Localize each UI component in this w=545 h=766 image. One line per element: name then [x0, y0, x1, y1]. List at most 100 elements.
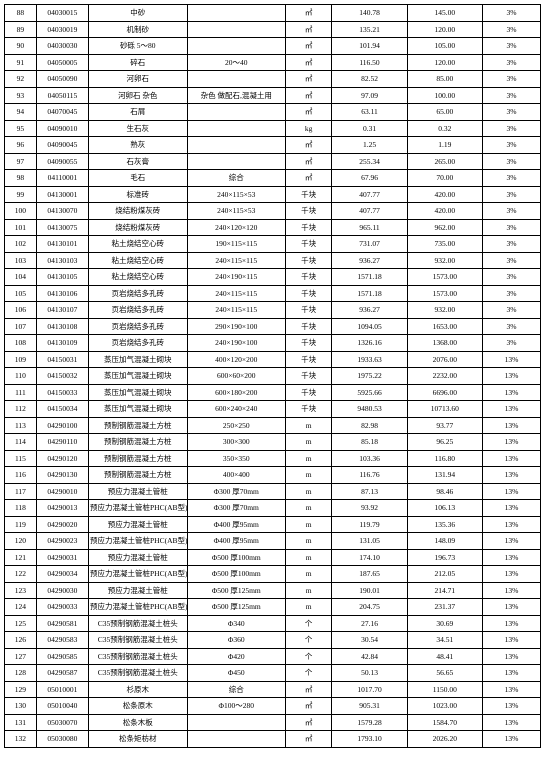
table-cell: 1793.10	[332, 731, 407, 748]
table-cell: 129	[5, 681, 37, 698]
table-cell: 13%	[483, 665, 541, 682]
table-cell: 04150034	[36, 401, 88, 418]
table-cell: 04290023	[36, 533, 88, 550]
table-cell: Φ400 厚95mm	[187, 533, 286, 550]
table-cell: 240×190×115	[187, 269, 286, 286]
table-cell: 3%	[483, 54, 541, 71]
table-cell: 124	[5, 599, 37, 616]
table-cell: 预应力混凝土管桩	[89, 582, 188, 599]
table-cell: 04030015	[36, 5, 88, 22]
table-cell: 千块	[286, 252, 332, 269]
table-cell: 400×400	[187, 467, 286, 484]
table-cell: 27.16	[332, 615, 407, 632]
table-cell: 3%	[483, 318, 541, 335]
table-cell: 13%	[483, 401, 541, 418]
table-cell: 106.13	[407, 500, 482, 517]
table-cell: 104	[5, 269, 37, 286]
table-cell: 107	[5, 318, 37, 335]
table-cell: 119	[5, 516, 37, 533]
table-cell: 毛石	[89, 170, 188, 187]
table-row: 11304290100预制钢筋混凝土方桩250×250m82.9893.7713…	[5, 417, 541, 434]
table-body: 8804030015中砂㎡140.78145.003%8904030019机制砂…	[5, 5, 541, 748]
table-cell: 121	[5, 549, 37, 566]
table-row: 10204130101粘土烧结空心砖190×115×115千块731.07735…	[5, 236, 541, 253]
table-cell: 个	[286, 648, 332, 665]
table-cell: 预应力混凝土管桩PHC(AB型)	[89, 500, 188, 517]
table-cell: m	[286, 434, 332, 451]
table-cell: 预应力混凝土管桩	[89, 516, 188, 533]
table-cell: Φ450	[187, 665, 286, 682]
table-cell: 50.13	[332, 665, 407, 682]
table-cell: 30.54	[332, 632, 407, 649]
table-cell: 04110001	[36, 170, 88, 187]
table-row: 12804290587C35预制钢筋混凝土桩头Φ450个50.1356.6513…	[5, 665, 541, 682]
table-cell: 290×190×100	[187, 318, 286, 335]
table-cell: 962.00	[407, 219, 482, 236]
table-cell: 128	[5, 665, 37, 682]
table-cell: 3%	[483, 203, 541, 220]
table-row: 9404070045石屑㎡63.1165.003%	[5, 104, 541, 121]
table-cell: 13%	[483, 698, 541, 715]
table-row: 9204050090河卵石㎡82.5285.003%	[5, 71, 541, 88]
table-cell: 67.96	[332, 170, 407, 187]
table-cell: 04130103	[36, 252, 88, 269]
table-cell: 63.11	[332, 104, 407, 121]
table-cell: Φ500 厚125mm	[187, 599, 286, 616]
table-cell: 页岩烧结多孔砖	[89, 318, 188, 335]
table-cell: 04030019	[36, 21, 88, 38]
table-cell: 05010040	[36, 698, 88, 715]
table-cell: 3%	[483, 21, 541, 38]
table-row: 11004150032蒸压加气混凝土砌块600×60×200千块1975.222…	[5, 368, 541, 385]
table-cell: 3%	[483, 137, 541, 154]
table-cell: 1584.70	[407, 714, 482, 731]
table-cell: 3%	[483, 5, 541, 22]
table-row: 10604130107页岩烧结多孔砖240×115×115千块936.27932…	[5, 302, 541, 319]
table-cell: 04130108	[36, 318, 88, 335]
table-cell: 05010001	[36, 681, 88, 698]
table-cell: 96.25	[407, 434, 482, 451]
table-row: 11904290020预应力混凝土管桩Φ400 厚95mmm119.79135.…	[5, 516, 541, 533]
table-row: 9304050115河卵石 杂色杂色 做配石,混凝土用㎡97.09100.003…	[5, 87, 541, 104]
table-cell: 110	[5, 368, 37, 385]
table-cell: 13%	[483, 483, 541, 500]
table-cell: 240×115×115	[187, 302, 286, 319]
table-cell: 116.76	[332, 467, 407, 484]
table-cell: 118	[5, 500, 37, 517]
table-cell: 196.73	[407, 549, 482, 566]
table-cell: ㎡	[286, 5, 332, 22]
table-cell: 04150033	[36, 384, 88, 401]
table-cell: 碎石	[89, 54, 188, 71]
table-cell: 42.84	[332, 648, 407, 665]
table-cell: 04290033	[36, 599, 88, 616]
table-cell: 400×120×200	[187, 351, 286, 368]
table-cell: 04130109	[36, 335, 88, 352]
table-cell: 04290130	[36, 467, 88, 484]
table-cell: 预制钢筋混凝土方桩	[89, 434, 188, 451]
table-cell: ㎡	[286, 137, 332, 154]
table-row: 11204150034蒸压加气混凝土砌块600×240×240千块9480.53…	[5, 401, 541, 418]
table-cell: 240×115×115	[187, 285, 286, 302]
table-cell: 240×115×53	[187, 203, 286, 220]
table-cell: 千块	[286, 351, 332, 368]
table-cell: Φ340	[187, 615, 286, 632]
table-cell: 115	[5, 450, 37, 467]
table-cell: 13%	[483, 566, 541, 583]
table-cell: 87.13	[332, 483, 407, 500]
table-cell: ㎡	[286, 170, 332, 187]
table-cell: 04290013	[36, 500, 88, 517]
table-cell: 05030080	[36, 731, 88, 748]
table-cell: 82.52	[332, 71, 407, 88]
table-cell: 3%	[483, 170, 541, 187]
table-cell: 5925.66	[332, 384, 407, 401]
table-cell: 105	[5, 285, 37, 302]
table-cell: 标准砖	[89, 186, 188, 203]
table-cell: 93.92	[332, 500, 407, 517]
table-row: 9504090010生石灰kg0.310.323%	[5, 120, 541, 137]
table-cell: m	[286, 516, 332, 533]
table-cell: 杂色 做配石,混凝土用	[187, 87, 286, 104]
table-cell: 119.79	[332, 516, 407, 533]
table-cell: 85.18	[332, 434, 407, 451]
table-cell: 04290110	[36, 434, 88, 451]
table-cell: 93.77	[407, 417, 482, 434]
table-cell: 千块	[286, 335, 332, 352]
